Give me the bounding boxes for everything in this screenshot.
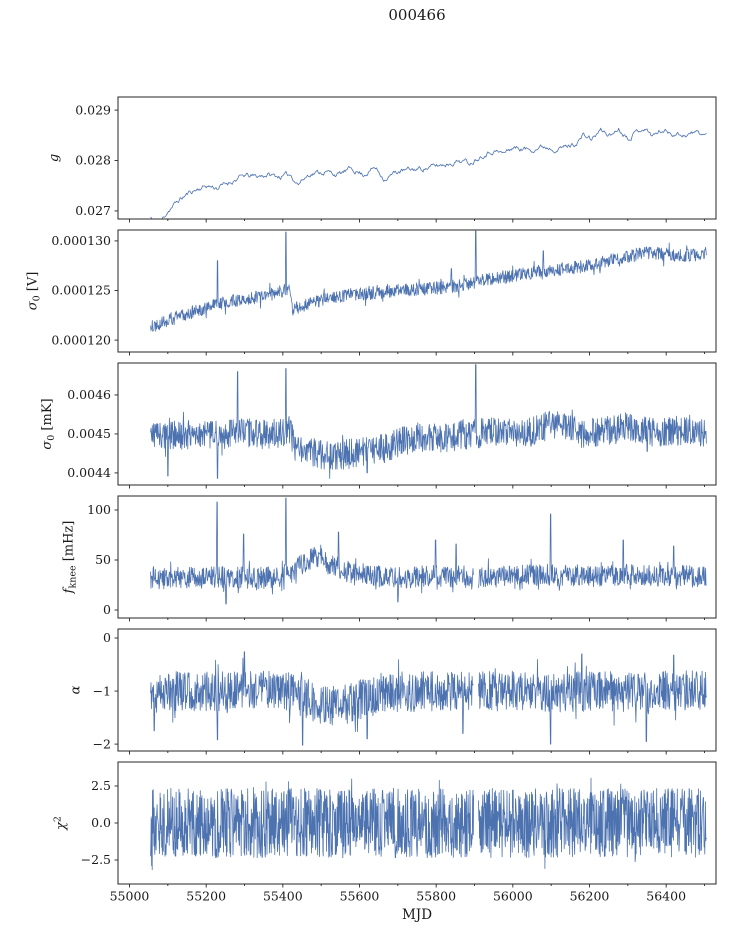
chart-title: 000466 [388,6,446,24]
x-tick-label: 56000 [493,889,533,904]
series-group-5 [150,777,707,871]
panel-frame-2 [117,362,717,486]
y-tick-label: 0.0 [91,815,111,830]
series-line-1 [150,230,707,332]
y-ticks-4: 0 −1 −2 [93,630,118,751]
x-tick-label: 55200 [186,889,226,904]
series-line-0 [150,127,707,219]
x-tick-label: 56200 [570,889,610,904]
series-line-5 [150,777,707,871]
x-ticks-0 [129,219,705,223]
series-group-3 [150,497,707,605]
y-tick-label: 0.0044 [67,465,111,480]
y-tick-label: 0.000120 [51,332,111,347]
y-ticks-1: 0.000120 0.000125 0.000130 [51,233,118,347]
series-group-0 [150,127,707,219]
x-ticks-1 [129,352,705,356]
x-tick-label: 55800 [416,889,456,904]
series-line-2 [150,364,707,479]
y-tick-label: 0.028 [75,153,111,168]
panel-frame-3 [117,495,717,619]
panel-frame-4 [117,628,717,752]
y-tick-label: 0.0046 [67,387,111,402]
panel-frame-0 [117,96,717,220]
y-axis-label-2: σ0 [mK] [40,398,57,449]
x-tick-label: 55600 [340,889,380,904]
y-tick-label: −2.5 [81,852,111,867]
y-axis-label-1: σ0 [V] [25,272,42,311]
x-tick-label: 55400 [263,889,303,904]
x-ticks-4 [129,751,705,755]
y-axis-label-4: α [69,685,84,694]
y-tick-label: 0.000125 [51,283,111,298]
series-line-4 [150,651,707,746]
y-tick-label: −2 [93,736,111,751]
x-ticks-5 [129,884,705,888]
series-group-4 [150,651,707,746]
panel-frame-1 [117,229,717,353]
y-ticks-2: 0.0044 0.0045 0.0046 [67,387,118,480]
y-axis-label-3: fknee [mHz] [61,521,78,595]
x-tick-label: 56400 [646,889,686,904]
x-tick-labels: 55000 55200 55400 55600 55800 56000 56200 56400 [110,889,686,904]
y-ticks-5: 2.5 0.0 −2.5 [81,778,118,867]
x-ticks-3 [129,618,705,622]
y-tick-label: 0.000130 [51,233,111,248]
y-tick-label: 0 [103,602,111,617]
y-axis-label-0: g [47,154,62,162]
y-ticks-0: 0.027 0.028 0.029 [75,102,118,218]
y-tick-label: 100 [87,502,111,517]
y-ticks-3: 0 50 100 [87,502,118,617]
y-tick-label: 0.0045 [67,426,111,441]
y-tick-label: 50 [95,552,111,567]
y-tick-label: 2.5 [91,778,111,793]
y-axis-label-5: χ2 [53,816,70,831]
y-tick-label: −1 [93,683,111,698]
y-tick-label: 0.027 [75,203,111,218]
series-group-1 [150,230,707,332]
y-tick-label: 0 [103,630,111,645]
series-group-2 [150,364,707,479]
x-axis-label: MJD [401,907,433,923]
series-line-3 [150,497,707,605]
x-tick-label: 55000 [110,889,150,904]
y-tick-label: 0.029 [75,102,111,117]
x-ticks-2 [129,485,705,489]
